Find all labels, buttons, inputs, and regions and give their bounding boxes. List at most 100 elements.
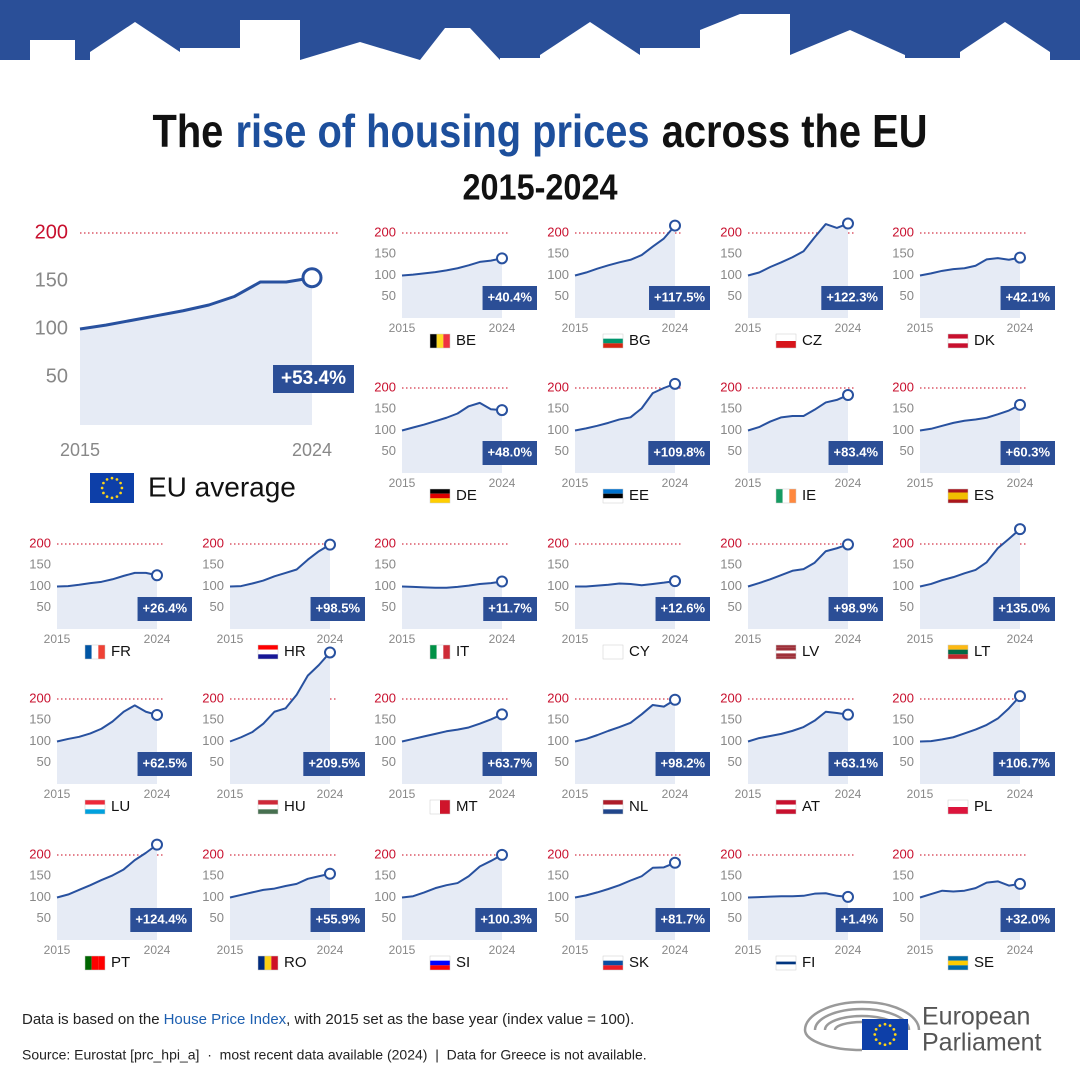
end-marker (496, 252, 508, 265)
y-tick-label: 100 (374, 267, 396, 282)
logo-text: European (922, 1003, 1030, 1031)
area (748, 544, 848, 629)
y-tick-label: 50 (382, 443, 396, 458)
chart: 50 100 150 200 2015 2024 +42.1% DK (892, 224, 1055, 349)
chart: 50 100 150 200 2015 2024 +40.4% BE (374, 224, 537, 349)
x-tick-label: 2015 (562, 476, 589, 490)
x-tick-label: 2024 (1007, 321, 1034, 335)
annotation-box (310, 908, 365, 932)
end-marker (496, 575, 508, 588)
x-tick-label: 2015 (60, 440, 100, 460)
x-tick-label: 2015 (389, 321, 416, 335)
y-tick-label: 200 (374, 846, 396, 861)
y-tick-label: 200 (202, 690, 224, 705)
flag-border (602, 333, 624, 349)
x-tick-label: 2024 (317, 632, 344, 646)
y-tick-label: 50 (728, 910, 742, 925)
x-tick-label: 2024 (662, 632, 689, 646)
area (748, 893, 848, 940)
flag-stripe (776, 956, 796, 959)
line (56, 704, 158, 743)
flag-stripe (948, 965, 968, 970)
flag-stripe (85, 804, 105, 810)
y-tick-label: 200 (29, 846, 51, 861)
line (574, 382, 676, 432)
y-tick-label: 50 (900, 599, 914, 614)
y-tick-label: 50 (555, 599, 569, 614)
x-tick-label: 2015 (389, 943, 416, 957)
y-tick-label: 50 (555, 754, 569, 769)
annotation: +32.0% (1006, 911, 1051, 926)
flag-stripe (430, 956, 450, 961)
x-tick-label: 2015 (217, 787, 244, 801)
line (747, 892, 849, 899)
subtitle: 2015-2024 (463, 167, 618, 208)
logo-text: Parliament (922, 1029, 1042, 1057)
y-tick-label: 150 (29, 712, 51, 727)
y-tick-label: 100 (202, 578, 224, 593)
area (230, 652, 330, 784)
chart: 50 100 150 200 2015 2024 +53.4% EU average (35, 221, 354, 503)
flag-stripe (776, 800, 796, 805)
flag-stripe (258, 654, 278, 659)
x-tick-label: 2024 (835, 787, 862, 801)
chart: 50 100 150 200 2015 2024 +32.0% SE (892, 846, 1055, 971)
flag-stripe (85, 645, 92, 659)
area (920, 257, 1020, 318)
y-tick-label: 100 (202, 733, 224, 748)
title-part: The (153, 105, 224, 157)
y-tick-label: 100 (29, 578, 51, 593)
y-tick-label: 150 (202, 868, 224, 883)
flag-star (874, 1038, 878, 1042)
flag-stripe (776, 645, 796, 648)
y-tick-label: 100 (374, 889, 396, 904)
annotation-box (1000, 441, 1055, 465)
y-tick-label: 150 (892, 557, 914, 572)
flag-stripe (91, 956, 99, 970)
x-tick-label: 2024 (1007, 787, 1034, 801)
chart-name: BG (629, 332, 651, 349)
annotation: +48.0% (488, 444, 533, 459)
y-tick-label: 200 (547, 379, 569, 394)
x-tick-label: 2015 (735, 787, 762, 801)
flag-star (100, 486, 104, 490)
y-tick-label: 50 (37, 910, 51, 925)
annotation: +1.4% (841, 911, 879, 926)
flag-border (602, 799, 624, 815)
annotation: +106.7% (998, 755, 1050, 770)
area (748, 711, 848, 784)
y-tick-label: 50 (210, 754, 224, 769)
flag-stripe (258, 809, 278, 814)
y-tick-label: 200 (202, 535, 224, 550)
flag-border (429, 644, 451, 660)
annotation-box (655, 908, 710, 932)
flag-stripe (776, 650, 796, 654)
line (575, 580, 676, 588)
area (920, 881, 1020, 940)
end-marker (842, 389, 854, 402)
flag-stripe (948, 960, 968, 966)
y-tick-label: 200 (547, 535, 569, 550)
line (919, 695, 1021, 743)
chart-name: HU (284, 798, 306, 815)
y-tick-label: 200 (35, 221, 68, 243)
y-tick-label: 50 (37, 599, 51, 614)
flag-stripe (85, 809, 105, 814)
y-tick-label: 200 (374, 379, 396, 394)
annotation-box (310, 597, 365, 621)
flag-stripe (948, 807, 968, 814)
flag-star (102, 481, 105, 485)
x-tick-label: 2024 (144, 632, 171, 646)
flag-stripe (258, 649, 278, 655)
y-tick-label: 150 (374, 712, 396, 727)
chart: 50 100 150 200 2015 2024 +106.7% PL (892, 690, 1055, 815)
end-marker (669, 856, 681, 869)
flag-stripe (98, 956, 105, 970)
flag-stripe (776, 647, 796, 651)
annotation-box (1000, 286, 1055, 310)
area (57, 705, 157, 784)
flag-stripe (948, 499, 968, 503)
annotation: +26.4% (143, 600, 188, 615)
flag-stripe (948, 496, 968, 500)
chart: 50 100 150 200 2015 2024 +81.7% SK (547, 846, 710, 971)
